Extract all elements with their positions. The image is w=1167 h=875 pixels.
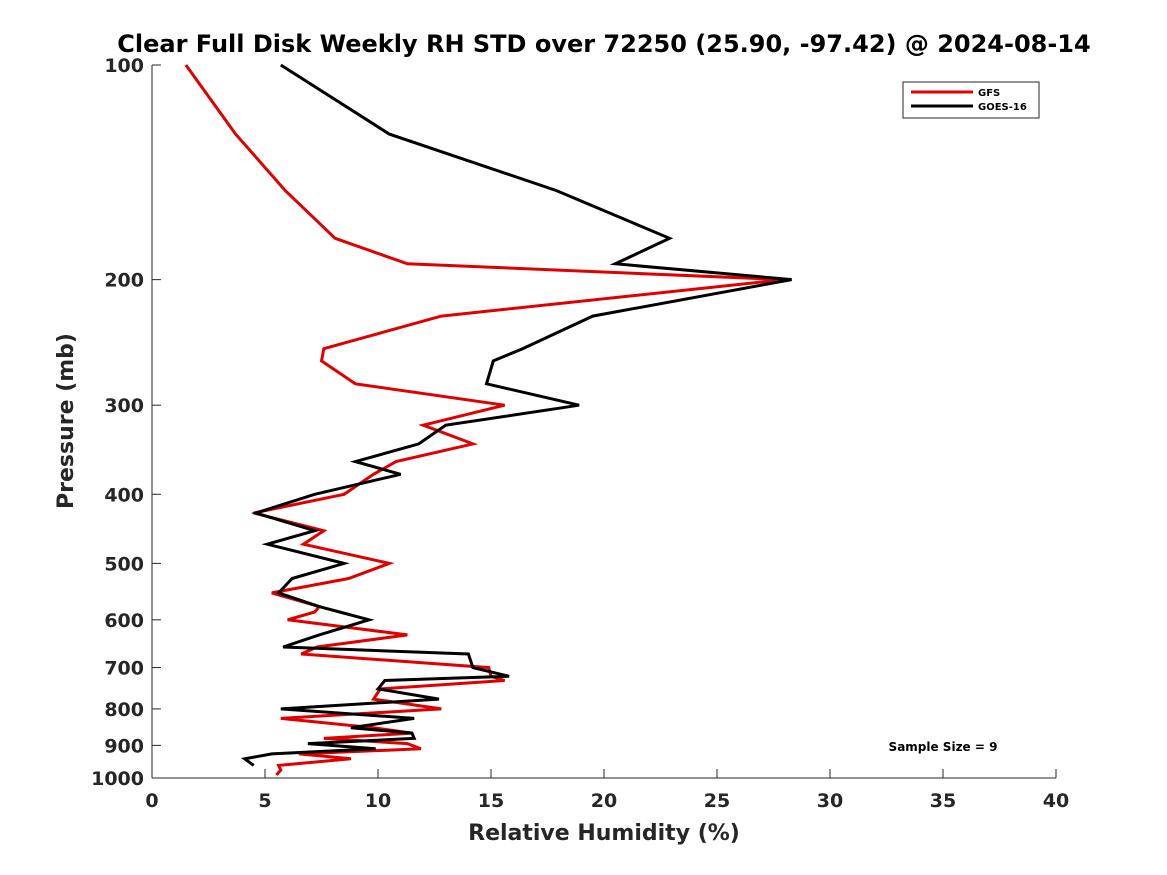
y-tick-label: 200 bbox=[104, 270, 144, 292]
y-tick-label: 600 bbox=[104, 610, 144, 632]
y-axis-label: Pressure (mb) bbox=[54, 333, 79, 509]
x-tick-label: 0 bbox=[145, 790, 158, 812]
y-axis-ticks: 100 200 300 400 500 600 700 800 900 1000 bbox=[91, 55, 161, 790]
legend: GFS GOES-16 bbox=[902, 81, 1040, 119]
y-tick-label: 900 bbox=[104, 735, 144, 757]
chart-title: Clear Full Disk Weekly RH STD over 72250… bbox=[117, 30, 1090, 58]
y-tick-label: 1000 bbox=[91, 768, 144, 790]
x-tick-label: 30 bbox=[817, 790, 843, 812]
legend-label-goes-16: GOES-16 bbox=[978, 102, 1027, 113]
x-tick-label: 40 bbox=[1043, 790, 1069, 812]
x-tick-label: 20 bbox=[591, 790, 617, 812]
y-tick-label: 100 bbox=[104, 55, 144, 77]
series-lines bbox=[184, 63, 792, 776]
x-tick-label: 5 bbox=[258, 790, 271, 812]
legend-label-gfs: GFS bbox=[978, 88, 1000, 99]
x-tick-label: 35 bbox=[930, 790, 956, 812]
y-tick-label: 300 bbox=[104, 395, 144, 417]
x-axis-label: Relative Humidity (%) bbox=[468, 821, 740, 846]
series-line-goes-16 bbox=[240, 63, 792, 767]
y-tick-label: 500 bbox=[104, 553, 144, 575]
legend-box bbox=[902, 81, 1040, 119]
sample-size-annotation: Sample Size = 9 bbox=[889, 740, 998, 754]
y-tick-label: 800 bbox=[104, 699, 144, 721]
x-tick-label: 10 bbox=[365, 790, 391, 812]
x-tick-label: 25 bbox=[704, 790, 730, 812]
x-axis-ticks: 0 5 10 15 20 25 30 35 40 bbox=[145, 769, 1069, 812]
x-tick-label: 15 bbox=[478, 790, 504, 812]
plot-area: 0 5 10 15 20 25 30 35 40 100 200 300 400 500 600 700 80… bbox=[91, 55, 1069, 812]
y-tick-label: 700 bbox=[104, 658, 144, 680]
y-tick-label: 400 bbox=[104, 484, 144, 506]
